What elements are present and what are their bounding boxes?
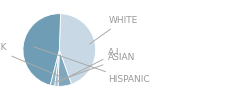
Text: A.I.: A.I. — [59, 48, 123, 82]
Wedge shape — [50, 50, 59, 86]
Wedge shape — [55, 50, 59, 86]
Wedge shape — [59, 14, 96, 84]
Wedge shape — [58, 50, 72, 86]
Text: BLACK: BLACK — [0, 43, 61, 77]
Text: WHITE: WHITE — [90, 16, 138, 44]
Wedge shape — [23, 14, 60, 85]
Text: HISPANIC: HISPANIC — [34, 47, 150, 84]
Text: ASIAN: ASIAN — [55, 54, 136, 82]
